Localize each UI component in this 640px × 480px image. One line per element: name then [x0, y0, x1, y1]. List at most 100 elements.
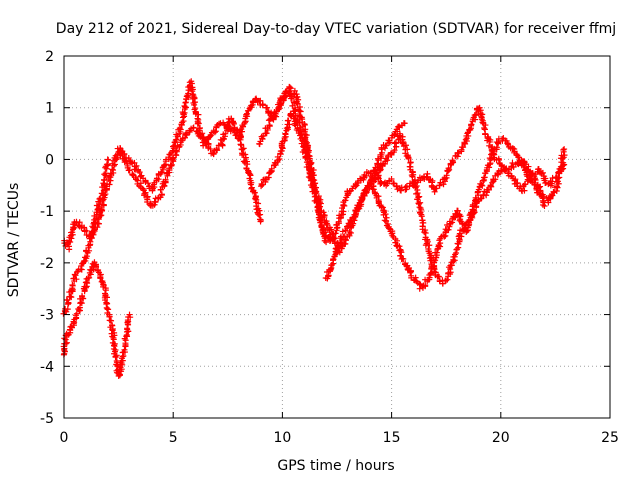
- data-point: [78, 300, 85, 307]
- data-point: [326, 227, 333, 234]
- data-point: [370, 186, 377, 193]
- data-point: [509, 159, 516, 166]
- data-point: [406, 163, 413, 170]
- data-point: [125, 167, 132, 174]
- x-tick-label: 25: [601, 430, 619, 446]
- data-point: [557, 155, 564, 162]
- data-point: [161, 183, 168, 190]
- data-point: [302, 154, 309, 161]
- data-point: [347, 219, 354, 226]
- data-point: [104, 162, 111, 169]
- data-point: [274, 153, 281, 160]
- series-E: [256, 87, 568, 287]
- data-point: [459, 221, 466, 228]
- data-point: [454, 207, 461, 214]
- gridlines: [64, 56, 610, 418]
- data-point: [268, 165, 275, 172]
- data-point: [72, 272, 79, 279]
- data-point: [259, 102, 266, 109]
- data-point: [373, 169, 380, 176]
- data-point: [100, 180, 107, 187]
- data-point: [482, 170, 489, 177]
- data-point: [97, 195, 104, 202]
- data-point: [377, 166, 384, 173]
- data-point: [400, 255, 407, 262]
- x-tick-label: 5: [169, 430, 178, 446]
- data-point: [286, 121, 293, 128]
- data-point: [144, 198, 151, 205]
- data-point: [285, 117, 292, 124]
- data-point: [259, 181, 266, 188]
- data-point: [173, 147, 180, 154]
- data-point: [126, 311, 133, 318]
- data-point: [172, 151, 179, 158]
- data-point: [83, 253, 90, 260]
- data-point: [559, 163, 566, 170]
- data-point: [494, 139, 501, 146]
- data-point: [255, 211, 262, 218]
- data-point: [443, 172, 450, 179]
- data-point: [177, 126, 184, 133]
- data-point: [141, 190, 148, 197]
- data-point: [306, 169, 313, 176]
- y-tick-label: -1: [40, 204, 54, 220]
- data-point: [560, 146, 567, 153]
- data-point: [466, 126, 473, 133]
- data-point: [251, 189, 258, 196]
- y-tick-label: -2: [40, 256, 54, 272]
- y-tick-label: -5: [40, 411, 54, 427]
- data-point: [488, 155, 495, 162]
- data-point: [388, 175, 395, 182]
- series-D: [114, 115, 264, 225]
- x-tick-label: 20: [492, 430, 510, 446]
- data-point: [486, 138, 493, 145]
- y-tick-label: 0: [45, 152, 54, 168]
- y-tick-label: 1: [45, 101, 54, 117]
- data-point: [257, 218, 264, 225]
- data-point: [110, 167, 117, 174]
- data-point: [449, 219, 456, 226]
- data-point: [69, 281, 76, 288]
- series-A: [61, 78, 568, 253]
- series-H: [258, 110, 330, 246]
- data-point: [446, 223, 453, 230]
- data-point: [315, 208, 322, 215]
- data-point: [87, 238, 94, 245]
- data-point: [109, 166, 116, 173]
- data-point: [405, 155, 412, 162]
- data-point: [409, 173, 416, 180]
- data-point: [335, 244, 342, 251]
- data-point: [561, 146, 568, 153]
- data-point: [346, 228, 353, 235]
- data-point: [69, 229, 76, 236]
- data-point: [486, 164, 493, 171]
- data-point: [521, 187, 528, 194]
- data-point: [300, 143, 307, 150]
- data-point: [79, 292, 86, 299]
- data-point: [66, 243, 73, 250]
- data-point: [330, 256, 337, 263]
- data-point: [247, 179, 254, 186]
- data-point: [394, 128, 401, 135]
- data-point: [106, 317, 113, 324]
- data-point: [389, 232, 396, 239]
- data-point: [362, 186, 369, 193]
- data-point: [172, 136, 179, 143]
- data-point: [294, 100, 301, 107]
- data-point: [240, 145, 247, 152]
- data-point: [432, 254, 439, 261]
- data-point: [256, 212, 263, 219]
- data-point: [464, 130, 471, 137]
- data-point: [521, 163, 528, 170]
- data-point: [367, 180, 374, 187]
- data-point: [230, 120, 237, 127]
- data-point: [112, 354, 119, 361]
- data-point: [404, 146, 411, 153]
- data-point: [554, 184, 561, 191]
- data-point: [211, 129, 218, 136]
- x-axis-label: GPS time / hours: [277, 458, 394, 474]
- data-point: [195, 111, 202, 118]
- y-tick-label: -4: [40, 359, 54, 375]
- data-point: [449, 157, 456, 164]
- data-point: [310, 167, 317, 174]
